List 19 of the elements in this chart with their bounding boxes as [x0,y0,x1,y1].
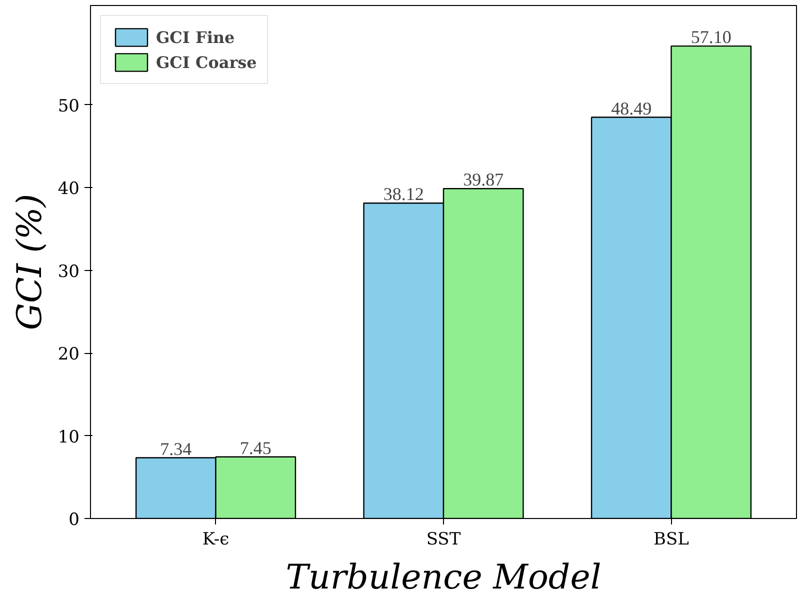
text: 39.87 [463,170,504,190]
x-tick-label: K-ϵ [202,530,230,550]
x-tick-label: BSL [654,530,689,550]
y-tick-label: 10 [58,427,80,448]
text: 48.49 [611,98,652,118]
y-tick-label: 50 [58,96,80,116]
text: 38.12 [383,184,424,204]
x-tick-label: SST [426,530,462,550]
y-tick-label: 40 [58,179,80,200]
text: 57.10 [690,27,732,48]
y-tick-label: 0 [68,510,80,530]
y-tick-label: 20 [58,344,80,365]
y-tick-label: 30 [58,262,80,282]
text: 7.45 [240,438,272,458]
y-axis-title: GCI (%) [10,194,50,330]
text: 7.34 [160,438,192,459]
legend-label: GCI Fine [156,28,235,46]
x-axis-title: Turbulence Model [286,558,602,598]
legend-label: GCI Coarse [156,52,257,72]
